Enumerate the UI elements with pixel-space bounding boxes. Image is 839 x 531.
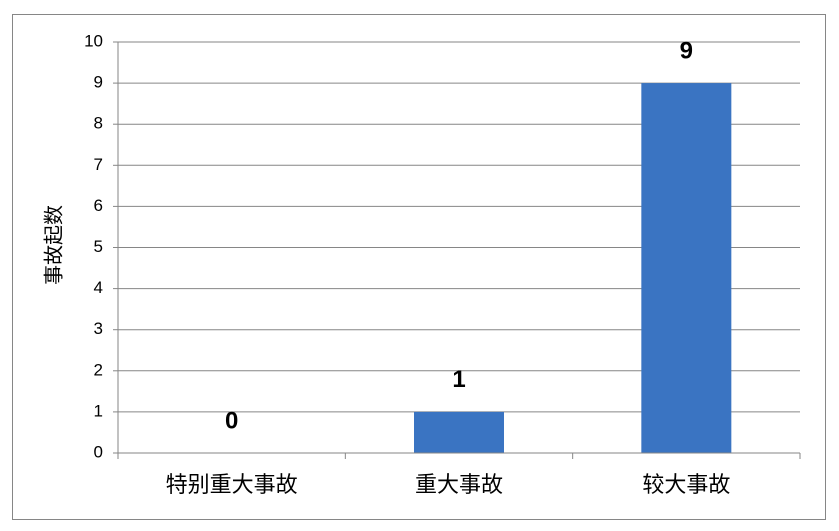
x-tick-label: 较大事故: [642, 472, 730, 497]
y-tick-label: 3: [94, 319, 103, 338]
y-tick-label: 0: [94, 442, 103, 461]
y-tick-label: 2: [94, 360, 103, 379]
y-axis-label: 事故起数: [42, 205, 65, 285]
data-label: 9: [680, 37, 693, 64]
y-tick-label: 6: [94, 196, 103, 215]
y-tick-label: 4: [94, 278, 103, 297]
y-tick-label: 9: [94, 73, 103, 92]
y-tick-label: 8: [94, 114, 103, 133]
data-label: 1: [452, 366, 465, 393]
y-tick-label: 1: [94, 401, 103, 420]
y-tick-label: 5: [94, 237, 103, 256]
bar: [414, 411, 504, 453]
x-tick-label: 特别重大事故: [166, 472, 298, 497]
y-tick-label: 10: [84, 31, 103, 50]
x-tick-label: 重大事故: [415, 472, 503, 497]
bar: [641, 83, 732, 453]
y-tick-label: 7: [94, 155, 103, 174]
data-label: 0: [225, 407, 238, 434]
